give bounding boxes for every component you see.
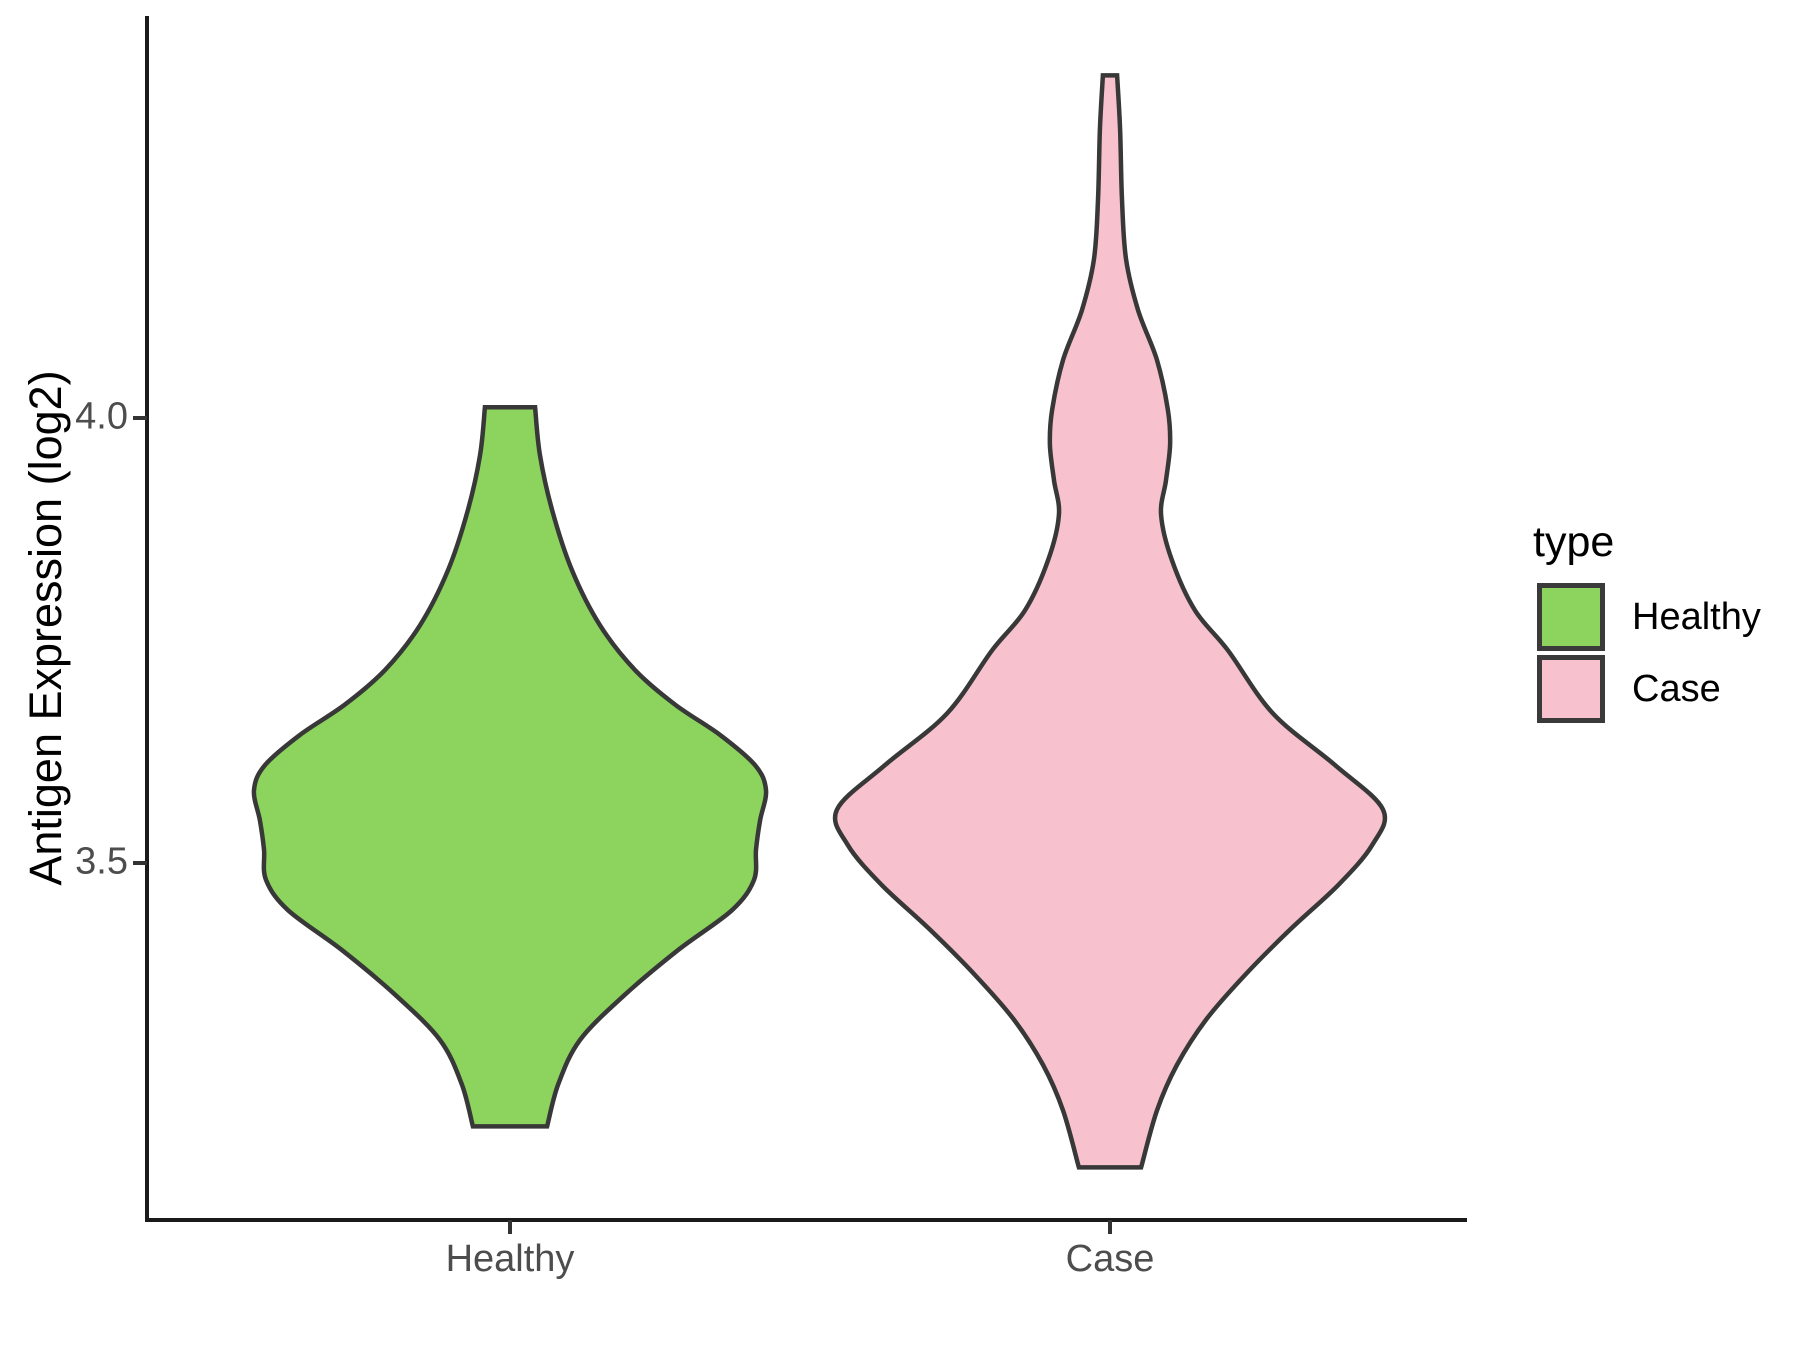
legend-label-healthy: Healthy bbox=[1632, 595, 1761, 638]
legend-key-case bbox=[1537, 655, 1605, 723]
legend-key-healthy bbox=[1537, 583, 1605, 651]
legend-title: type bbox=[1533, 518, 1615, 566]
y-tick-label-4.0: 4.0 bbox=[75, 395, 128, 438]
x-tick-label-case: Case bbox=[1065, 1238, 1155, 1280]
x-tick-label-healthy: Healthy bbox=[445, 1238, 575, 1280]
violin-case bbox=[832, 73, 1388, 1170]
y-axis-title: Antigen Expression (log2) bbox=[20, 370, 71, 886]
y-tick-label-3.5: 3.5 bbox=[75, 840, 128, 883]
violin-layer bbox=[251, 73, 1388, 1170]
axis-layer bbox=[133, 16, 1467, 1234]
legend-label-case: Case bbox=[1632, 667, 1721, 710]
violin-healthy bbox=[251, 405, 769, 1129]
